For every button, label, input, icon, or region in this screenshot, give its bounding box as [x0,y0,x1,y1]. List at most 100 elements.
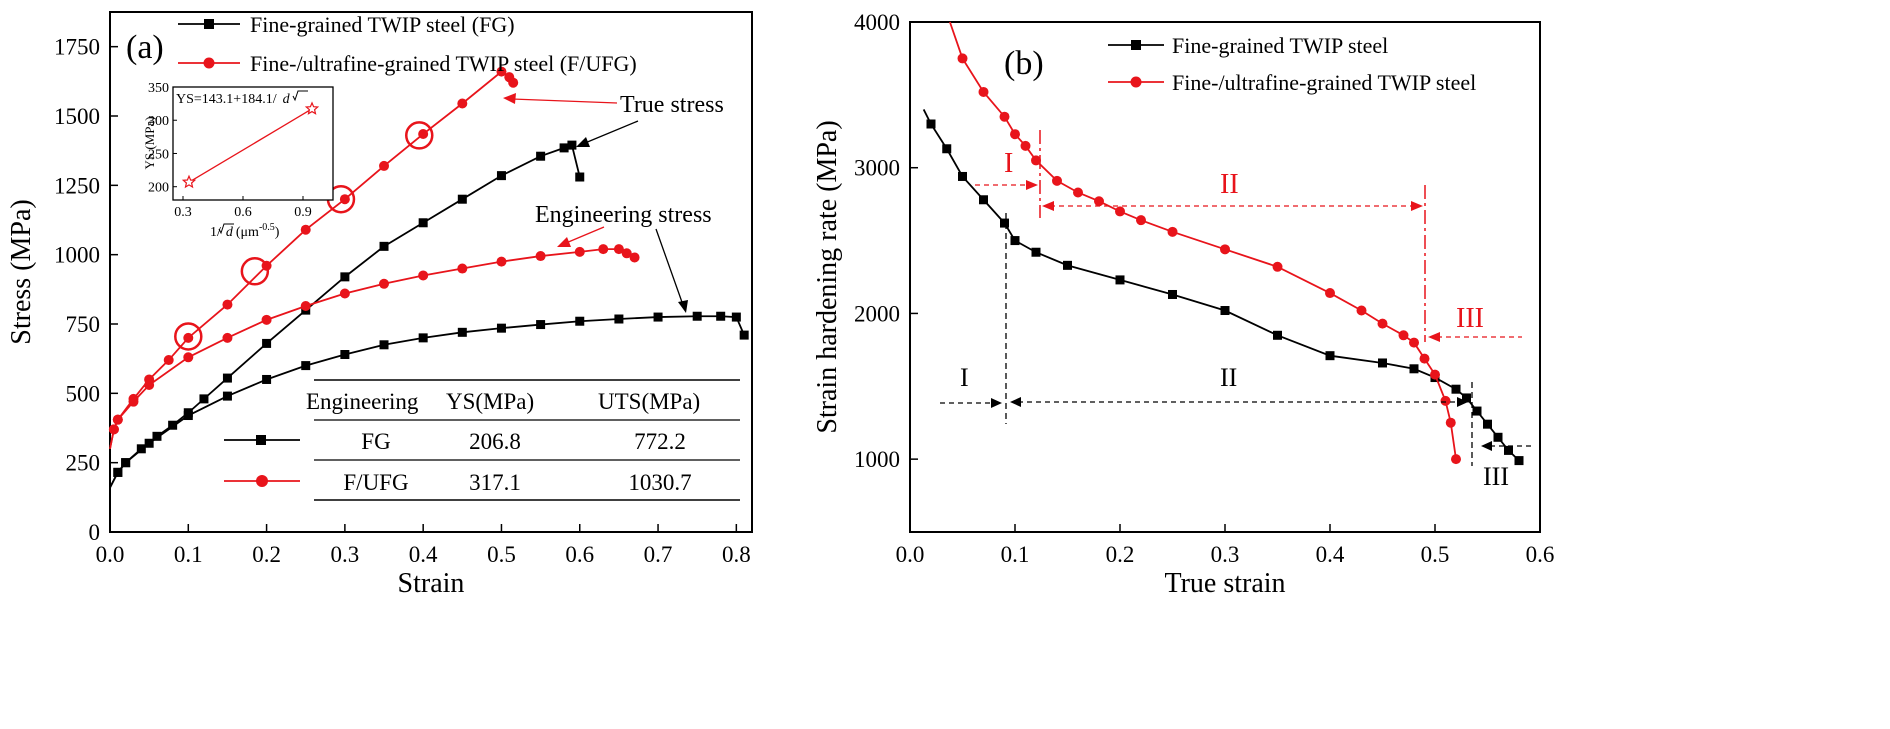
data-point [112,414,123,425]
x-tick-label: 0.2 [252,542,281,567]
data-point [199,394,209,404]
inset-equation-sqrt [292,90,308,102]
data-point [222,332,233,343]
data-point [536,320,546,330]
data-point [1451,384,1461,394]
data-point [222,373,232,383]
data-point [1462,393,1471,403]
data-point [339,288,350,299]
data-point [339,194,350,205]
panel-b-xlabel: True strain [1164,568,1285,599]
x-tick-label: 0.3 [1211,542,1240,567]
data-point [1073,187,1083,198]
data-point [958,171,967,181]
table-row-fufg-ys: 317.1 [469,470,521,495]
panel-a-xlabel: Strain [398,568,465,599]
table-fg-marker [256,435,266,445]
data-point [152,431,162,441]
table-row-fg-name: FG [361,429,390,454]
panel-b-legend: Fine-grained TWIP steel Fine-/ultrafine-… [1108,33,1476,95]
table-row-fg-ys: 206.8 [469,429,521,454]
y-tick-label: 1000 [854,447,900,472]
data-point [1419,353,1430,364]
data-point [1493,432,1503,442]
highlight-circle [240,257,270,286]
inset-points [181,101,320,189]
data-point [559,143,569,153]
data-point [1020,140,1031,151]
data-point [128,396,139,407]
x-tick-label: 0.0 [896,542,925,567]
inset-xlabel: 1/d (μm-0.5) [210,222,280,240]
panel-a-legend: Fine-grained TWIP steel (FG) Fine-/ultra… [178,12,637,76]
panel-a-ticks: 0.0 0.1 0.2 0.3 0.4 0.5 0.6 0.7 0.8 0 250 500 750 100… [54,35,751,567]
legend-b-fufg-marker [1130,76,1142,88]
data-point [1052,175,1062,186]
legend-b-fg-marker [1131,40,1141,50]
data-point [1031,247,1041,257]
data-point [1272,261,1283,272]
inset-star-point [181,174,197,189]
data-point [1273,330,1282,340]
data-point [457,194,467,204]
data-point [262,338,272,348]
data-point [300,300,311,311]
fufg-region-markers: I II III [975,130,1522,342]
x-tick-label: 0.0 [96,542,125,567]
legend-b-fg-label: Fine-grained TWIP steel [1172,33,1388,58]
data-point [1378,358,1387,368]
data-point [163,355,174,366]
y-tick-label: 0 [89,520,101,545]
data-point [183,332,194,343]
table-row-fg-uts: 772.2 [634,429,686,454]
inset-y-tick-label: 300 [148,114,169,129]
panel-a-label: (a) [126,29,164,66]
inset-x-tick-label: 0.3 [174,205,192,220]
data-point [614,314,624,324]
table-row-fufg-uts: 1030.7 [628,470,691,495]
data-point [1483,419,1492,429]
data-point [379,160,390,171]
data-point [144,438,154,448]
data-point [613,244,624,255]
data-point [598,244,609,255]
data-point [574,246,585,257]
inset-y-tick-label: 200 [148,181,169,196]
data-point [1115,275,1125,285]
data-point [262,374,272,384]
data-point [183,411,193,421]
fufg-region-i: I [1004,148,1013,179]
data-point [379,340,389,350]
x-tick-label: 0.6 [565,542,594,567]
data-point [1356,305,1367,316]
data-point [1451,454,1461,465]
data-point [1445,417,1456,428]
data-point [575,316,585,326]
y-tick-label: 1000 [54,243,100,268]
data-point [496,323,506,333]
x-tick-label: 0.3 [331,542,360,567]
data-point [535,251,546,262]
inset-y-tick-label: 350 [148,81,169,96]
data-point [978,86,989,97]
data-point [508,77,519,88]
data-point [567,140,577,150]
panel-a-series [108,66,749,489]
y-tick-label: 1250 [54,173,100,198]
data-point [653,312,663,322]
data-point [1010,129,1020,140]
data-point [340,350,350,360]
data-point [1063,260,1072,270]
fufg-region-iii: III [1456,303,1484,334]
data-point [621,248,632,259]
highlight-circle [174,322,203,351]
y-tick-label: 1500 [54,104,100,129]
inset-x-tick-label: 0.6 [234,205,252,220]
data-point [222,299,233,310]
data-point [1398,330,1409,341]
inset-xlabel-sqrt [218,223,234,235]
data-point [113,467,123,477]
inset-fit-line [188,108,313,183]
data-point [1325,351,1335,361]
annotation-engineering-stress: Engineering stress [535,202,712,228]
